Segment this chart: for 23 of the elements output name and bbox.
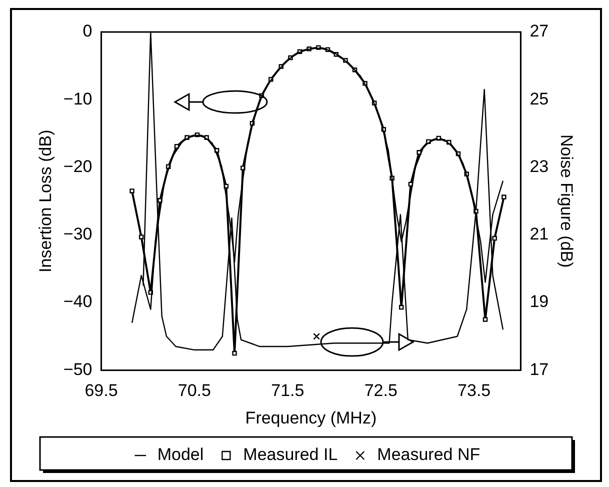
legend-label: Measured NF (377, 445, 480, 464)
legend-label: Measured IL (243, 445, 338, 464)
x-tick-label: 73.5 (458, 381, 491, 400)
y-tick-label: −40 (63, 292, 92, 312)
y2-tick-label: 25 (530, 89, 549, 108)
x-tick-label: 69.5 (84, 381, 118, 400)
x-tick-label: 70.5 (178, 381, 211, 400)
y-tick-label: −30 (63, 224, 92, 244)
x-tick-label: 71.5 (271, 381, 304, 400)
y-axis-title: Insertion Loss (dB) (36, 130, 55, 272)
y2-tick-label: 21 (530, 224, 549, 244)
y-tick-label: −20 (63, 156, 92, 176)
y2-tick-label: 17 (530, 360, 549, 379)
y-tick-label: −10 (63, 89, 92, 108)
y2-tick-label: 23 (530, 156, 549, 176)
y-tick-label: −50 (63, 360, 92, 379)
x-tick-label: 72.5 (364, 381, 398, 400)
legend-label: Model (157, 445, 204, 464)
x-axis-title: Frequency (MHz) (245, 408, 377, 428)
y2-axis-title: Noise Figure (dB) (557, 134, 576, 268)
y2-tick-label: 19 (530, 292, 549, 312)
y-tick-label: 0 (82, 22, 92, 41)
y2-tick-label: 27 (530, 22, 549, 41)
